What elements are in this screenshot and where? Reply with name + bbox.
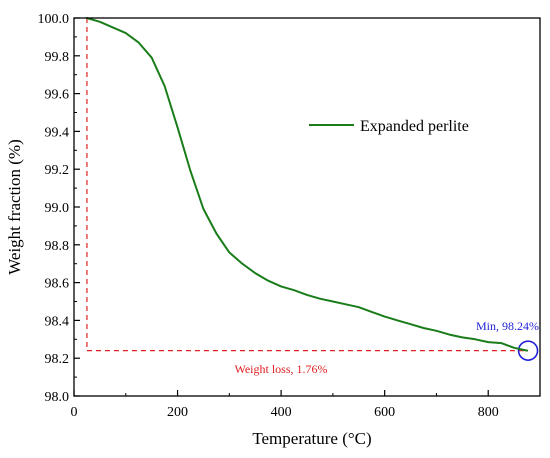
y-tick-label: 98.6 xyxy=(45,277,70,292)
y-tick-label: 99.4 xyxy=(45,125,70,140)
min-point-marker xyxy=(517,340,539,361)
y-tick-label: 98.4 xyxy=(45,314,70,329)
y-tick-label: 100.0 xyxy=(38,12,70,27)
x-axis-title: Temperature (°C) xyxy=(252,429,371,448)
axes-layer: 0 200 400 600 800 98.0 98.2 98.4 98.6 98.8 99.0 99.… xyxy=(38,12,541,420)
annotations-layer xyxy=(86,18,539,361)
x-tick-label: 200 xyxy=(167,405,188,420)
x-tick-label: 400 xyxy=(271,405,292,420)
x-tick-label: 800 xyxy=(478,405,499,420)
series-layer xyxy=(85,17,529,352)
y-tick-label: 98.0 xyxy=(45,390,70,405)
legend: Expanded perlite xyxy=(309,118,469,135)
min-annotation-label: Min, 98.24% xyxy=(476,319,539,333)
y-tick-label: 98.8 xyxy=(45,239,70,254)
y-axis-title: Weight fraction (%) xyxy=(5,139,24,275)
y-tick-label: 99.0 xyxy=(45,201,70,216)
x-tick-label: 600 xyxy=(374,405,395,420)
y-tick-label: 99.2 xyxy=(45,163,70,178)
y-tick-label: 99.8 xyxy=(45,50,70,65)
legend-label-expanded-perlite: Expanded perlite xyxy=(360,118,469,135)
weight-loss-annotation-label: Weight loss, 1.76% xyxy=(234,362,327,376)
x-tick-label: 0 xyxy=(71,405,78,420)
y-tick-label: 98.2 xyxy=(45,352,70,367)
y-tick-label: 99.6 xyxy=(45,88,70,103)
series-line-expanded-perlite xyxy=(85,17,529,352)
